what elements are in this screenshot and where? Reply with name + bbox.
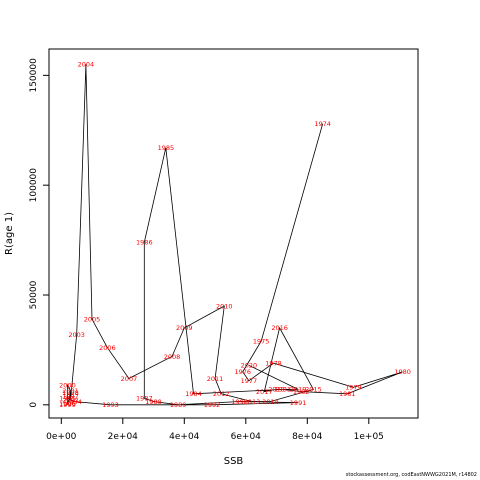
point-label: 2010 [216, 302, 233, 310]
point-label: 2000 [59, 381, 76, 389]
x-axis: 0e+00 2e+04 4e+04 6e+04 8e+04 1e+05 [46, 417, 384, 442]
point-label: 2007 [121, 375, 138, 383]
point-label: 2014 [262, 398, 279, 406]
point-label: 2012 [213, 390, 230, 398]
plot-frame [48, 48, 419, 419]
y-tick-label: 0 [29, 402, 39, 408]
y-tick-label: 50000 [29, 280, 39, 309]
series-line [67, 64, 403, 406]
x-tick-label: 0e+00 [46, 432, 77, 442]
point-label: 2019 [290, 386, 307, 394]
point-label: 1980 [394, 368, 411, 376]
point-label: 2004 [78, 61, 95, 69]
point-label: 1999 [59, 401, 76, 409]
point-label: 2018 [268, 386, 285, 394]
source-note: stockassessment.org, codEastNWWG2021M, r… [345, 472, 477, 478]
point-label: 1985 [158, 144, 175, 152]
point-label: 2011 [207, 375, 224, 383]
point-label: 1996 [59, 400, 76, 408]
point-label: 1988 [145, 398, 162, 406]
point-label: 1984 [185, 390, 202, 398]
point-label: 1995 [59, 395, 76, 403]
point-label: 1979 [345, 384, 362, 392]
y-axis: 0 50000 100000 150000 [29, 58, 50, 408]
point-label: 2009 [176, 324, 193, 332]
point-label: 1974 [314, 120, 331, 128]
point-label: 1976 [234, 368, 251, 376]
point-label: 1990 [231, 398, 248, 406]
point-label: 2005 [84, 315, 101, 323]
point-label: 1989 [170, 401, 187, 409]
point-label: 2003 [68, 331, 85, 339]
point-label: 2001 [62, 387, 79, 395]
point-label: 1994 [65, 398, 82, 406]
point-label: 1991 [290, 399, 307, 407]
point-label: 1998 [62, 389, 79, 397]
point-label: 1981 [339, 390, 356, 398]
point-label: 2020 [241, 362, 258, 370]
point-label: 1997 [62, 392, 79, 400]
point-label: 1993 [102, 401, 119, 409]
x-tick-label: 6e+04 [231, 432, 262, 442]
point-label: 2015 [305, 386, 322, 394]
y-axis-title: R(age 1) [4, 212, 15, 255]
y-tick-label: 100000 [29, 168, 39, 203]
point-label: 1982 [293, 388, 310, 396]
point-label: 1978 [265, 359, 282, 367]
point-label: 2016 [271, 324, 288, 332]
point-label: 1977 [241, 377, 258, 385]
sr-trajectory-line [67, 64, 403, 406]
x-tick-label: 1e+05 [354, 432, 384, 442]
point-label: 1992 [204, 401, 221, 409]
point-label: 1986 [136, 239, 153, 247]
point-label: 1975 [253, 337, 270, 345]
x-tick-label: 4e+04 [169, 432, 200, 442]
x-axis-title: SSB [224, 456, 244, 467]
point-label: 2013 [244, 398, 261, 406]
x-tick-label: 2e+04 [108, 432, 139, 442]
point-label: 1983 [274, 386, 291, 394]
point-label: 2008 [164, 353, 181, 361]
point-label: 2002 [62, 397, 79, 405]
point-label: 1987 [136, 395, 153, 403]
y-tick-label: 150000 [29, 58, 39, 93]
point-label: 2006 [99, 344, 116, 352]
point-label: 2017 [256, 388, 273, 396]
x-tick-label: 8e+04 [292, 432, 323, 442]
